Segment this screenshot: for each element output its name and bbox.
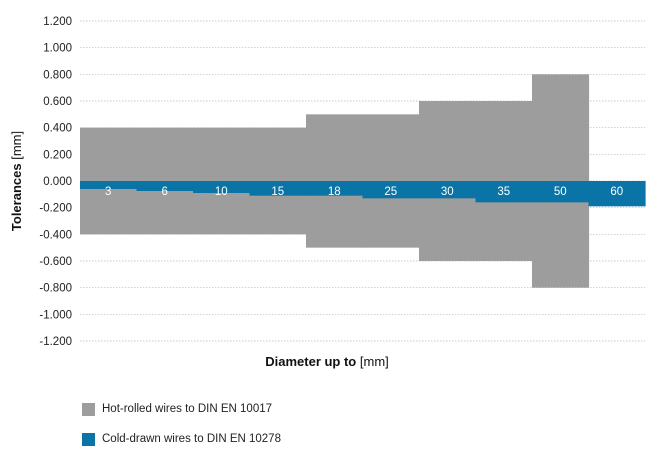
cold-drawn-bar [532,181,590,203]
legend: Hot-rolled wires to DIN EN 10017 Cold-dr… [82,400,281,460]
cold-drawn-bar [306,181,364,196]
x-tick-label: 3 [105,186,111,198]
y-tick-label: -1.200 [39,336,72,348]
cold-drawn-bar [249,181,307,196]
x-tick-label: 35 [497,186,510,198]
legend-label-hot-rolled: Hot-rolled wires to DIN EN 10017 [102,403,273,415]
x-axis-title-bold: Diameter up to [265,354,357,369]
x-tick-label: 6 [162,186,168,198]
y-tick-label: -0.600 [39,256,72,268]
cold-drawn-bar [80,181,138,189]
legend-item-hot-rolled: Hot-rolled wires to DIN EN 10017 [82,400,281,418]
legend-swatch-hot-rolled [82,402,95,416]
y-axis-title-unit: [mm] [9,131,24,160]
y-tick-label: 1.000 [43,43,72,55]
cold-drawn-bar [136,181,194,191]
x-axis-title: Diameter up to [mm] [0,354,654,369]
x-axis-title-unit: [mm] [359,354,389,369]
cold-drawn-bar [588,181,646,207]
x-tick-label: 50 [554,186,567,198]
x-tick-label: 30 [441,186,454,198]
y-tick-label: 0.800 [43,69,72,81]
y-axis-title: Tolerances [mm] [9,131,24,231]
y-tick-label: -1.000 [39,309,72,321]
cold-drawn-bar [475,181,533,203]
y-tick-label: -0.200 [39,203,72,215]
cold-drawn-bar [419,181,477,199]
tolerance-chart: 1.200 1.000 0.800 0.600 0.400 0.200 0.000 -0.20… [9,16,646,348]
legend-swatch-cold-drawn [82,432,95,446]
x-tick-label: 18 [328,186,341,198]
x-tick-label: 10 [215,186,228,198]
x-tick-label: 25 [384,186,397,198]
y-tick-label: -0.800 [39,283,72,295]
y-axis-title-bold: Tolerances [9,160,24,231]
y-tick-label: 0.000 [43,176,72,188]
y-tick-label: 0.400 [43,123,72,135]
x-tick-label: 60 [610,186,623,198]
legend-label-cold-drawn: Cold-drawn wires to DIN EN 10278 [102,433,281,445]
cold-drawn-bar [362,181,420,199]
cold-drawn-bar [193,181,251,193]
x-tick-label: 15 [271,186,284,198]
legend-item-cold-drawn: Cold-drawn wires to DIN EN 10278 [82,430,281,448]
y-tick-label: 0.200 [43,149,72,161]
y-tick-label: 0.600 [43,96,72,108]
y-tick-label: 1.200 [43,16,72,28]
y-tick-label: -0.400 [39,229,72,241]
